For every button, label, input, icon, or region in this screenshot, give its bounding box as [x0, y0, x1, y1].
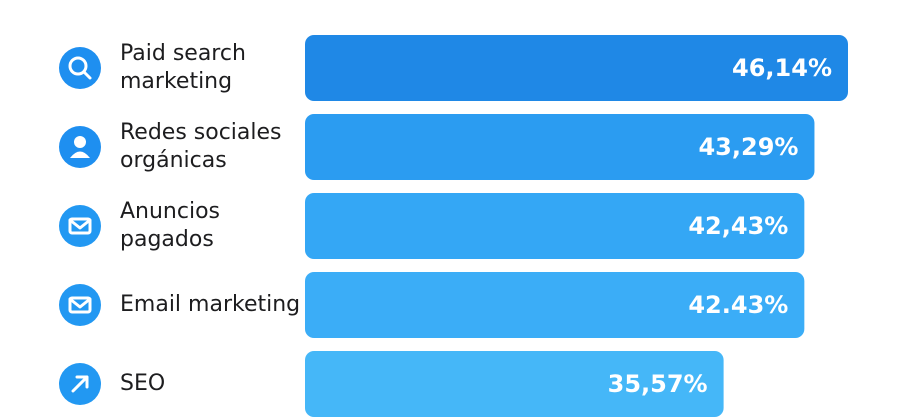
value-label: 42.43%	[688, 291, 788, 319]
category-label: Anuncios pagados	[120, 199, 221, 252]
icon-mail	[59, 284, 101, 326]
bar	[305, 35, 848, 101]
icon-search	[59, 47, 101, 89]
icon-arrow	[59, 363, 101, 405]
category-label: Paid search marketing	[120, 41, 246, 94]
category-label: SEO	[120, 371, 166, 396]
value-label: 46,14%	[732, 54, 832, 82]
bar	[305, 193, 805, 259]
bar	[305, 272, 805, 338]
icon-person	[59, 126, 101, 168]
value-label: 35,57%	[608, 370, 708, 398]
bar	[305, 351, 724, 417]
value-label: 43,29%	[698, 133, 798, 161]
category-label: Email marketing	[120, 292, 301, 317]
icon-mail	[59, 205, 101, 247]
category-label: Redes sociales orgánicas	[120, 120, 282, 173]
bar	[305, 114, 815, 180]
value-label: 42,43%	[688, 212, 788, 240]
